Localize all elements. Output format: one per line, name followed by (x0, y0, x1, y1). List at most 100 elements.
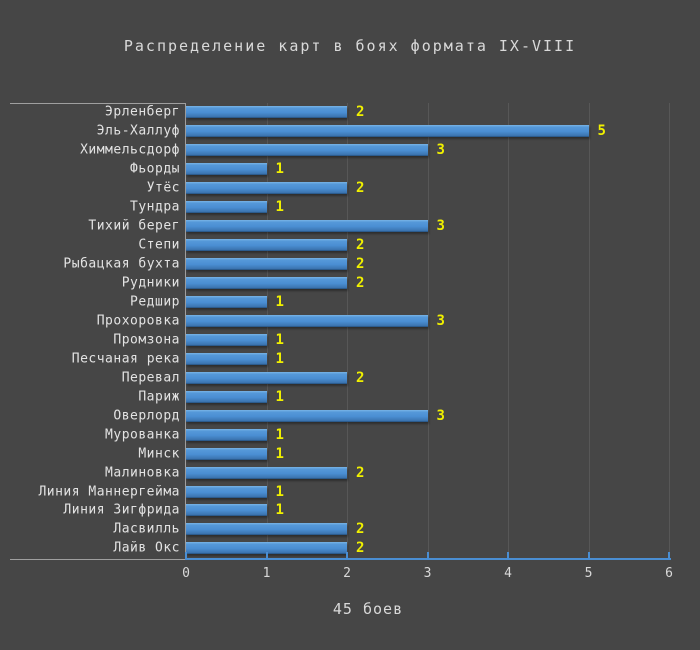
x-axis-tick (346, 552, 348, 558)
bar (186, 163, 267, 176)
bar (186, 371, 347, 384)
gridline (347, 103, 348, 560)
value-label: 5 (597, 123, 606, 140)
x-axis-tick (587, 552, 590, 558)
plot-area: Эрленберг 2 Эль-Халлуф 5 Химмельсдорф 3 Фьорды… (0, 103, 700, 560)
bar (186, 277, 347, 290)
value-label: 2 (356, 256, 365, 273)
bar-row: Малиновка 2 (0, 463, 700, 482)
bar-row: Фьорды 1 (0, 160, 700, 179)
x-axis-tick (668, 552, 670, 558)
value-label: 1 (275, 350, 284, 367)
bar (186, 352, 267, 365)
value-label: 1 (275, 388, 284, 405)
bar (186, 333, 267, 346)
x-axis-tick (507, 552, 509, 558)
bar-row: Эрленберг 2 (0, 103, 700, 122)
bar (186, 182, 347, 195)
bar-row: Рудники 2 (0, 274, 700, 293)
value-label: 1 (275, 426, 284, 443)
bar (186, 409, 428, 422)
category-label: Фьорды (130, 161, 180, 177)
bar (186, 125, 589, 138)
category-label: Ласвилль (113, 521, 180, 537)
bar (186, 258, 347, 271)
bar-row: Прохоровка 3 (0, 311, 700, 330)
bar (186, 106, 347, 119)
category-label: Редшир (130, 294, 180, 310)
bar-row: Химмельсдорф 3 (0, 141, 700, 160)
x-axis-tick (265, 552, 268, 558)
bar-row: Рыбацкая бухта 2 (0, 255, 700, 274)
bar-row: Песчаная река 1 (0, 349, 700, 368)
category-label: Степи (138, 237, 180, 253)
bar-row: Ласвилль 2 (0, 520, 700, 539)
bar-row: Тундра 1 (0, 198, 700, 217)
value-label: 3 (436, 407, 445, 424)
value-label: 3 (436, 218, 445, 235)
category-label: Утёс (146, 180, 180, 196)
category-label: Эрленберг (105, 104, 180, 120)
bar (186, 523, 347, 536)
gridline (669, 103, 670, 560)
bar-row: Линия Маннергейма 1 (0, 482, 700, 501)
category-label: Оверлорд (113, 408, 180, 424)
value-label: 1 (275, 483, 284, 500)
category-axis-line (185, 103, 186, 560)
category-label: Прохоровка (96, 313, 180, 329)
value-label: 2 (356, 104, 365, 121)
category-label: Малиновка (105, 465, 180, 481)
x-axis-tick-label: 0 (182, 566, 190, 581)
gridline (508, 103, 509, 560)
value-label: 2 (356, 521, 365, 538)
bar-row: Тихий берег 3 (0, 217, 700, 236)
category-label: Рыбацкая бухта (63, 256, 180, 272)
value-label: 1 (275, 331, 284, 348)
bar-row: Париж 1 (0, 387, 700, 406)
category-axis-bottom-line (10, 559, 186, 560)
category-label: Мурованка (105, 427, 180, 443)
bar (186, 201, 267, 214)
bar (186, 428, 267, 441)
x-axis-tick (185, 552, 187, 558)
bar-row: Лайв Окс 2 (0, 539, 700, 558)
value-label: 1 (275, 161, 284, 178)
bar-row: Минск 1 (0, 444, 700, 463)
gridline (266, 103, 268, 560)
value-label: 2 (356, 180, 365, 197)
bar-row: Перевал 2 (0, 368, 700, 387)
x-axis-tick-label: 5 (584, 566, 593, 581)
bar-row: Утёс 2 (0, 179, 700, 198)
bar (186, 220, 428, 233)
bar-row: Редшир 1 (0, 293, 700, 312)
x-axis-tick-label: 3 (423, 566, 432, 581)
bar-row: Мурованка 1 (0, 425, 700, 444)
value-label: 2 (356, 540, 365, 557)
bar (186, 466, 347, 479)
category-label: Линия Маннергейма (38, 484, 180, 500)
category-axis-top-line (10, 103, 186, 104)
value-label: 2 (356, 237, 365, 254)
value-label: 2 (356, 369, 365, 386)
category-label: Песчаная река (71, 351, 180, 367)
value-label: 1 (275, 502, 284, 519)
value-label: 1 (275, 445, 284, 462)
value-label: 3 (436, 312, 445, 329)
x-axis-line (185, 558, 671, 560)
x-axis-tick-label: 4 (504, 566, 512, 581)
bar (186, 504, 267, 517)
x-axis-tick (426, 552, 429, 558)
gridline (427, 103, 429, 560)
bar (186, 485, 267, 498)
bar (186, 314, 428, 327)
category-label: Тундра (130, 199, 180, 215)
category-label: Промзона (113, 332, 180, 348)
category-label: Эль-Халлуф (96, 123, 180, 139)
x-axis-tick-label: 1 (262, 566, 271, 581)
bar (186, 296, 267, 308)
value-label: 3 (436, 142, 445, 159)
value-label: 1 (275, 294, 284, 310)
bar (186, 239, 347, 252)
category-label: Париж (138, 389, 180, 405)
bar-rows: Эрленберг 2 Эль-Халлуф 5 Химмельсдорф 3 Фьорды… (0, 103, 700, 558)
